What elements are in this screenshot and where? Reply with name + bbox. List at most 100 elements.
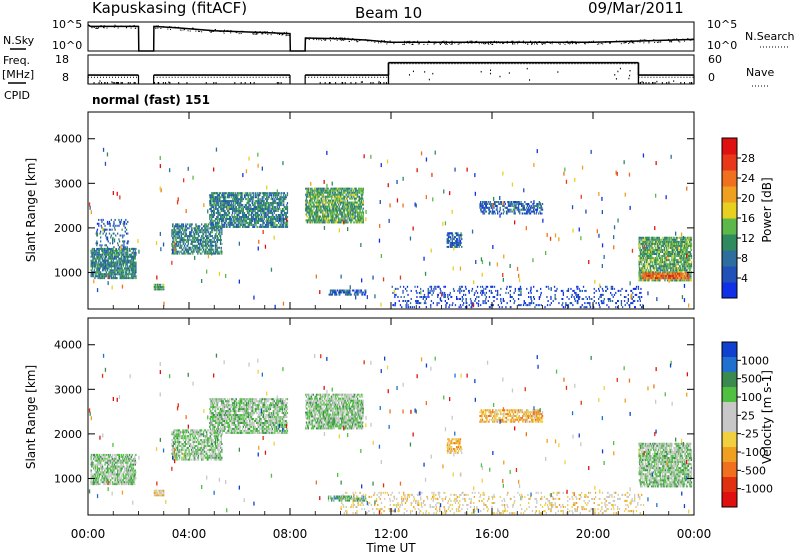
echo-cell (319, 191, 321, 194)
echo-cell (179, 225, 181, 228)
echo-cell (92, 255, 94, 258)
echo-cell (575, 291, 577, 294)
echo-cell (344, 187, 347, 190)
echo-cell (201, 235, 203, 238)
echo-cell (250, 194, 252, 197)
echo-cell (314, 195, 316, 198)
echo-cell (459, 304, 462, 307)
echo-cell (428, 296, 430, 299)
echo-cell (103, 263, 105, 266)
nsearch-point (120, 25, 122, 27)
echo-cell (312, 205, 314, 208)
echo-cell (517, 293, 520, 296)
nsearch-point (659, 41, 661, 43)
echo-cell (107, 251, 109, 254)
echo-cell (343, 201, 345, 204)
echo-cell (285, 198, 287, 201)
nave-point (661, 82, 663, 84)
echo-cell (236, 198, 238, 201)
nsearch-point (238, 33, 240, 35)
echo-cell (443, 293, 445, 296)
nave-point (324, 82, 326, 84)
echo-cell (232, 208, 234, 211)
echo-cell (197, 227, 199, 230)
echo-cell (285, 214, 287, 217)
nave-point (642, 81, 644, 84)
echo-cell (241, 223, 243, 226)
nsearch-point (240, 30, 242, 32)
echo-cell (310, 189, 312, 192)
echo-cell (98, 259, 100, 262)
echo-cell (194, 235, 196, 238)
nsearch-point (490, 43, 492, 45)
echo-cell (254, 192, 256, 195)
nsearch-point (114, 24, 116, 26)
nsearch-point (198, 30, 200, 32)
echo-cell (98, 251, 100, 254)
echo-cell (493, 296, 496, 299)
echo-cell (96, 273, 98, 276)
nsearch-point (219, 30, 221, 32)
echo-cell (123, 220, 125, 223)
nsearch-point (93, 27, 95, 29)
echo-cell (324, 201, 326, 204)
echo-cell (430, 300, 433, 303)
echo-cell (185, 233, 188, 236)
echo-cell (263, 196, 265, 199)
echo-cell (99, 232, 101, 235)
echo-cell (337, 209, 339, 212)
echo-cell (90, 265, 92, 268)
echo-cell (191, 235, 193, 238)
echo-cell (326, 207, 328, 210)
echo-cell (105, 275, 107, 278)
echo-cell (96, 263, 99, 266)
echo-cell (198, 229, 200, 232)
echo-cell (231, 219, 233, 222)
nave-point (116, 82, 118, 84)
echo-cell (360, 289, 362, 292)
echo-cell (355, 219, 357, 222)
nsearch-point (676, 38, 678, 40)
echo-cell (98, 257, 100, 260)
echo-cell (276, 204, 278, 207)
echo-cell (277, 219, 279, 222)
nsearch-point (103, 25, 105, 27)
echo-cell (343, 291, 345, 294)
echo-cell (125, 267, 127, 270)
echo-cell (246, 210, 248, 213)
echo-cell (181, 227, 183, 230)
echo-cell (577, 302, 579, 305)
echo-cell (332, 189, 335, 192)
echo-cell (113, 277, 115, 280)
echo-cell (487, 300, 489, 303)
echo-cell (231, 210, 234, 213)
echo-cell (352, 213, 354, 216)
nsearch-point (124, 26, 126, 28)
nsearch-point (344, 39, 346, 41)
echo-cell (121, 267, 123, 270)
echo-cell (319, 193, 321, 196)
echo-cell (214, 242, 217, 245)
echo-cell (268, 216, 270, 219)
echo-cell (177, 229, 179, 232)
nsearch-point (282, 32, 284, 34)
echo-cell (454, 245, 456, 248)
echo-cell (562, 298, 564, 301)
echo-cell (134, 249, 136, 252)
echo-cell (331, 219, 333, 222)
echo-cell (120, 275, 123, 278)
echo-cell (117, 263, 119, 266)
echo-cell (578, 298, 580, 301)
echo-cell (285, 216, 287, 219)
echo-cell (231, 206, 234, 209)
echo-cell (338, 201, 340, 204)
echo-cell (459, 298, 462, 301)
nsearch-point (630, 41, 632, 43)
echo-cell (523, 302, 525, 305)
echo-cell (450, 296, 452, 299)
echo-cell (347, 289, 349, 292)
echo-cell (106, 269, 109, 272)
echo-cell (202, 235, 204, 238)
echo-cell (247, 212, 249, 215)
echo-cell (202, 250, 204, 253)
